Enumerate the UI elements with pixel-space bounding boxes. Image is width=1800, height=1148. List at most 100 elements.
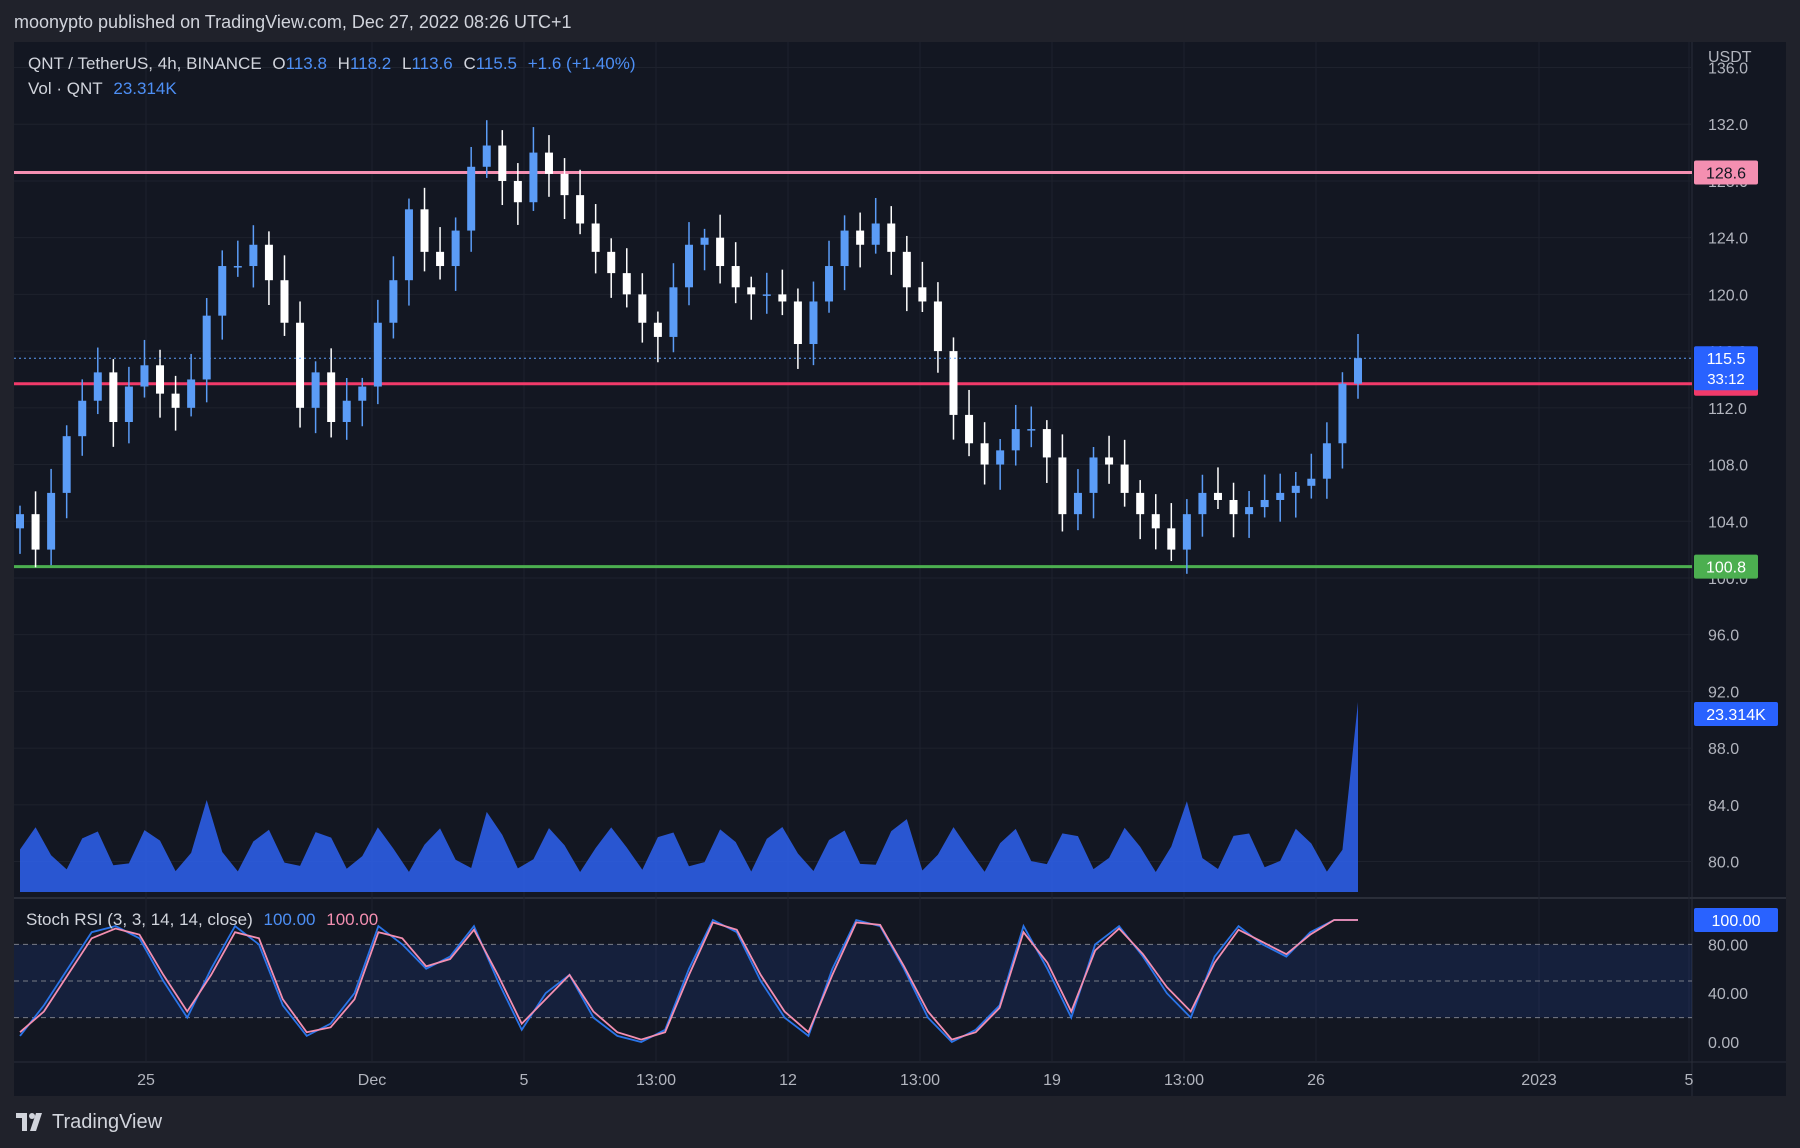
candle-body bbox=[202, 315, 211, 380]
stoch-k-value: 100.00 bbox=[263, 910, 316, 929]
symbol-label[interactable]: QNT / TetherUS, 4h, BINANCE bbox=[28, 54, 262, 73]
candle-body bbox=[264, 244, 273, 281]
candle-body bbox=[1198, 492, 1207, 515]
candle-body bbox=[1105, 457, 1114, 465]
candle-body bbox=[404, 209, 413, 281]
candle-body bbox=[1245, 507, 1254, 515]
stoch-legend: Stoch RSI (3, 3, 14, 14, close) 100.00 1… bbox=[26, 910, 384, 930]
price-tick-label: 120.0 bbox=[1708, 287, 1748, 304]
candle-body bbox=[1307, 478, 1316, 486]
price-tick-label: 124.0 bbox=[1708, 231, 1748, 248]
time-tick-label: 13:00 bbox=[636, 1072, 676, 1089]
stoch-label[interactable]: Stoch RSI (3, 3, 14, 14, close) bbox=[26, 910, 253, 929]
candle-body bbox=[887, 223, 896, 252]
candle-body bbox=[1058, 457, 1067, 515]
candle-body bbox=[747, 287, 756, 295]
candle-body bbox=[1027, 429, 1036, 431]
price-tick-label: 92.0 bbox=[1708, 684, 1739, 701]
candle-body bbox=[218, 266, 227, 316]
stoch-d-line bbox=[19, 919, 1358, 1041]
time-tick-label: 13:00 bbox=[900, 1072, 940, 1089]
price-tick-label: 84.0 bbox=[1708, 798, 1739, 815]
time-tick-label: 5 bbox=[1685, 1072, 1694, 1089]
candle-body bbox=[669, 287, 678, 337]
tradingview-logo[interactable]: TradingView bbox=[16, 1110, 162, 1134]
candle-body bbox=[498, 145, 507, 181]
candle-body bbox=[622, 273, 631, 295]
time-tick-label: 25 bbox=[137, 1072, 155, 1089]
time-tick-label: 26 bbox=[1307, 1072, 1325, 1089]
footer: TradingView bbox=[0, 1096, 1800, 1148]
candle-body bbox=[1338, 383, 1347, 444]
candle-body bbox=[700, 237, 709, 245]
price-tick-label: 136.0 bbox=[1708, 61, 1748, 78]
publish-info: moonypto published on TradingView.com, D… bbox=[14, 12, 572, 32]
stoch-tick-label: 40.00 bbox=[1708, 986, 1748, 1003]
high-value: 118.2 bbox=[349, 54, 392, 73]
chart-frame[interactable]: 136.0132.0128.0124.0120.0116.0112.0108.0… bbox=[14, 42, 1786, 1096]
candle-body bbox=[1073, 492, 1082, 515]
candle-body bbox=[1322, 443, 1331, 479]
open-label: O bbox=[272, 54, 286, 73]
last-price-label: 115.5 bbox=[1707, 351, 1746, 368]
candle-body bbox=[856, 230, 865, 245]
candle-body bbox=[482, 145, 491, 167]
support-price-label: 100.8 bbox=[1706, 560, 1746, 577]
close-label: C bbox=[463, 54, 476, 73]
candle-body bbox=[653, 322, 662, 337]
candle-body bbox=[1089, 457, 1098, 493]
support-price-tag bbox=[1694, 554, 1758, 579]
stoch-value-tag bbox=[1694, 908, 1778, 932]
countdown-label: 33:12 bbox=[1707, 371, 1745, 388]
low-value: 113.6 bbox=[411, 54, 453, 73]
candle-body bbox=[996, 450, 1005, 465]
stoch-tick-label: 0.00 bbox=[1708, 1035, 1739, 1052]
candle-body bbox=[249, 244, 258, 267]
candle-body bbox=[529, 152, 538, 203]
candle-body bbox=[918, 287, 927, 302]
candle-body bbox=[871, 223, 880, 245]
candle-body bbox=[31, 514, 40, 550]
candle-body bbox=[933, 301, 942, 352]
high-label: H bbox=[337, 54, 350, 73]
volume-value-tag bbox=[1694, 702, 1778, 726]
volume-value-label: 23.314K bbox=[1706, 707, 1766, 724]
candle-body bbox=[840, 230, 849, 267]
candle-body bbox=[1276, 492, 1285, 500]
candle-body bbox=[544, 152, 553, 174]
time-tick-label: Dec bbox=[358, 1072, 386, 1089]
candle-body bbox=[1151, 514, 1160, 529]
candle-body bbox=[809, 301, 818, 345]
candle-body bbox=[902, 251, 911, 288]
candle-body bbox=[296, 322, 305, 408]
candle-body bbox=[124, 386, 133, 422]
candle-body bbox=[607, 251, 616, 274]
candle-body bbox=[1229, 499, 1238, 515]
candle-body bbox=[47, 492, 56, 550]
candle-body bbox=[280, 280, 289, 323]
candle-body bbox=[1167, 528, 1176, 550]
candle-body bbox=[1120, 464, 1129, 493]
candle-body bbox=[327, 372, 336, 422]
price-tick-label: 104.0 bbox=[1708, 514, 1748, 531]
volume-label[interactable]: Vol · QNT bbox=[28, 79, 103, 98]
candle-body bbox=[78, 400, 87, 437]
candle-body bbox=[156, 365, 165, 394]
candle-body bbox=[109, 372, 118, 422]
candle-body bbox=[793, 301, 802, 345]
time-tick-label: 2023 bbox=[1521, 1072, 1557, 1089]
candle-body bbox=[420, 209, 429, 252]
candle-body bbox=[513, 180, 522, 203]
resistance-price-tag bbox=[1694, 160, 1758, 185]
candle-body bbox=[1182, 514, 1191, 550]
candle-body bbox=[1291, 485, 1300, 493]
price-tick-label: 112.0 bbox=[1708, 401, 1747, 418]
candle-body bbox=[980, 443, 989, 465]
candle-body bbox=[140, 365, 149, 387]
chart-canvas[interactable]: 136.0132.0128.0124.0120.0116.0112.0108.0… bbox=[14, 42, 1786, 1096]
candle-body bbox=[1042, 429, 1051, 458]
time-tick-label: 5 bbox=[520, 1072, 529, 1089]
price-legend: QNT / TetherUS, 4h, BINANCE O113.8 H118.… bbox=[28, 54, 642, 74]
candle-body bbox=[825, 266, 834, 302]
candle-body bbox=[373, 322, 382, 387]
